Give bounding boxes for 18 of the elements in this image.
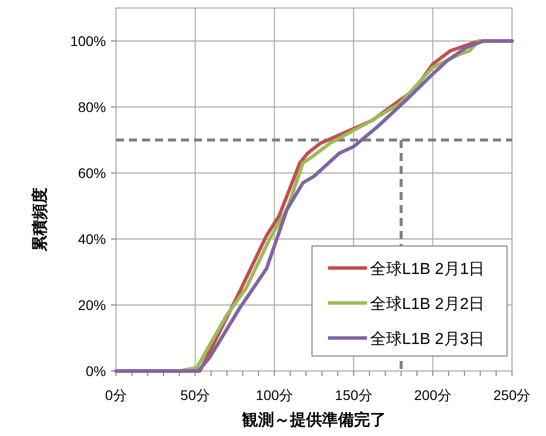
y-axis-title: 累積頻度: [30, 188, 49, 252]
y-tick-label: 80%: [78, 99, 106, 115]
legend-label: 全球L1B 2月2日: [370, 295, 485, 313]
x-tick-label: 200分: [414, 387, 452, 403]
x-tick-label: 50分: [180, 387, 210, 403]
y-tick-label: 0%: [86, 363, 106, 379]
legend-label: 全球L1B 2月3日: [370, 330, 485, 348]
y-tick-label: 40%: [78, 231, 106, 247]
y-tick-label: 20%: [78, 297, 106, 313]
x-axis-title: 観測～提供準備完了: [241, 410, 386, 429]
x-tick-label: 100分: [256, 387, 294, 403]
x-tick-label: 150分: [334, 387, 372, 403]
line-series: [114, 39, 514, 373]
legend-label: 全球L1B 2月1日: [370, 260, 485, 278]
x-tick-label: 250分: [493, 387, 531, 403]
y-tick-label: 60%: [78, 165, 106, 181]
x-tick-label: 0分: [105, 387, 127, 403]
y-tick-label: 100%: [70, 33, 106, 49]
